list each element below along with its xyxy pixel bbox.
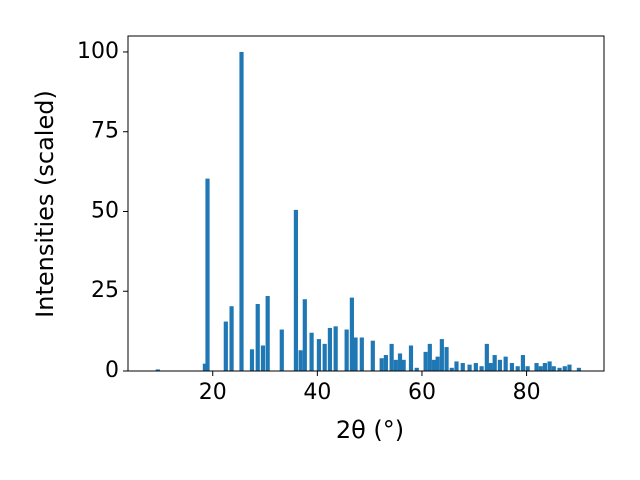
- bar: [520, 355, 526, 371]
- bar: [333, 326, 338, 371]
- bar: [562, 366, 567, 371]
- bar: [492, 355, 497, 371]
- bar: [260, 345, 266, 371]
- y-tick-label: 100: [77, 39, 119, 64]
- bar: [389, 343, 394, 371]
- bar: [322, 343, 327, 371]
- bar: [427, 343, 432, 371]
- y-tick-label: 75: [91, 119, 119, 144]
- bar: [155, 369, 160, 371]
- bar: [359, 337, 364, 371]
- bar: [473, 363, 478, 371]
- bar: [255, 304, 260, 371]
- x-tick-label: 80: [513, 380, 541, 405]
- bar: [205, 178, 210, 371]
- bar: [327, 327, 332, 371]
- x-tick-label: 40: [303, 380, 331, 405]
- x-tick-label: 60: [408, 380, 436, 405]
- bar: [515, 366, 520, 371]
- bar: [542, 363, 547, 371]
- x-axis-label: 2θ (°): [336, 416, 404, 444]
- bar: [439, 339, 444, 371]
- bar: [497, 359, 502, 371]
- bar: [557, 367, 562, 371]
- bar: [370, 340, 375, 371]
- bar: [479, 366, 484, 371]
- bar: [397, 353, 403, 371]
- bar: [467, 364, 472, 371]
- axes-frame: [127, 35, 605, 372]
- bar: [538, 366, 543, 371]
- bar: [525, 366, 530, 371]
- bar: [435, 356, 440, 371]
- y-axis-label: Intensities (scaled): [31, 90, 59, 318]
- y-tick-label: 0: [105, 358, 119, 383]
- bar: [484, 343, 489, 371]
- bar: [298, 350, 303, 371]
- plot-area: [155, 51, 581, 371]
- bar: [444, 347, 449, 371]
- bar: [449, 367, 454, 371]
- y-tick-label: 25: [91, 278, 119, 303]
- bar: [503, 356, 508, 371]
- bar: [551, 366, 556, 371]
- bar: [353, 337, 358, 371]
- bar: [547, 361, 552, 371]
- bar: [414, 367, 419, 371]
- bar: [423, 351, 428, 371]
- bar: [576, 367, 581, 371]
- bar: [379, 358, 384, 371]
- bar: [509, 363, 515, 371]
- bar: [265, 296, 270, 371]
- bar: [202, 363, 207, 371]
- bar: [460, 363, 465, 371]
- bar: [302, 299, 307, 371]
- bar: [229, 306, 234, 371]
- bar: [239, 51, 244, 371]
- bar: [249, 349, 255, 371]
- bar: [488, 363, 493, 371]
- bar: [293, 209, 298, 371]
- bar: [567, 364, 572, 371]
- bar: [223, 321, 228, 371]
- bar: [383, 355, 388, 371]
- bar: [454, 361, 459, 371]
- bar: [344, 329, 349, 371]
- bar: [349, 297, 354, 371]
- bar: [534, 363, 539, 371]
- bar: [408, 345, 414, 371]
- bar: [316, 339, 322, 371]
- bar: [401, 359, 406, 371]
- y-tick-label: 50: [91, 198, 119, 223]
- bar: [431, 359, 437, 371]
- bar: [279, 329, 284, 371]
- bar: [393, 359, 398, 371]
- x-tick-label: 20: [199, 380, 227, 405]
- bar: [309, 332, 314, 371]
